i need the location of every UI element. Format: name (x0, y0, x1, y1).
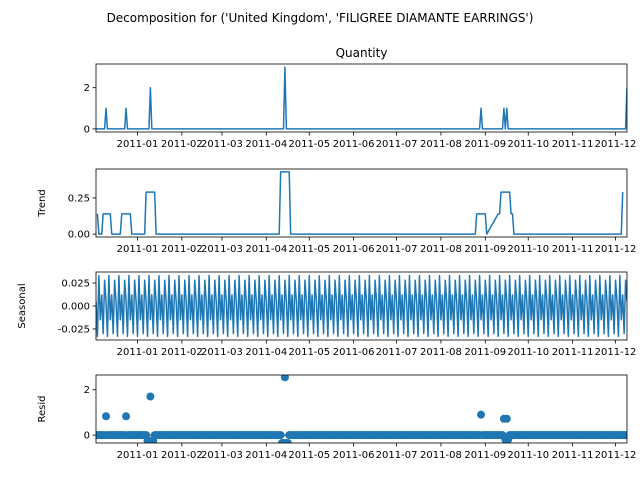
y-tick-label: 0.025 (61, 279, 90, 290)
x-tick-label: 2011-02 (161, 450, 203, 461)
x-tick-label: 2011-12 (595, 347, 637, 358)
x-tick-label: 2011-01 (117, 450, 159, 461)
resid-point (283, 439, 292, 443)
x-tick-label: 2011-04 (245, 450, 287, 461)
x-tick-label: 2011-02 (161, 244, 203, 255)
resid-outlier-point (502, 414, 511, 423)
axes-frame (95, 374, 628, 444)
x-tick-label: 2011-11 (552, 450, 594, 461)
y-tick-label: 2 (84, 83, 90, 94)
x-tick-label: 2011-04 (245, 139, 287, 150)
axes-frame (95, 168, 628, 238)
resid-point (623, 431, 627, 440)
y-axis-label: Seasonal (17, 283, 28, 328)
x-tick-label: 2011-08 (420, 450, 462, 461)
x-tick-label: 2011-04 (245, 244, 287, 255)
x-tick-label: 2011-09 (464, 450, 506, 461)
y-axis-label: Resid (37, 396, 48, 423)
panel-title: Quantity (336, 46, 388, 60)
x-tick-label: 2011-04 (245, 347, 287, 358)
x-tick-label: 2011-07 (376, 244, 418, 255)
x-tick-label: 2011-01 (117, 244, 159, 255)
x-tick-label: 2011-07 (376, 347, 418, 358)
axes-frame (95, 63, 628, 133)
plot-area (96, 274, 627, 338)
x-tick-label: 2011-03 (201, 139, 243, 150)
x-tick-label: 2011-08 (420, 347, 462, 358)
x-tick-label: 2011-09 (464, 347, 506, 358)
series-line (96, 66, 627, 130)
x-tick-label: 2011-09 (464, 244, 506, 255)
x-tick-label: 2011-05 (288, 347, 330, 358)
x-tick-label: 2011-02 (161, 139, 203, 150)
plot-area (96, 171, 624, 235)
x-tick-label: 2011-06 (333, 139, 375, 150)
x-tick-label: 2011-10 (507, 347, 549, 358)
x-tick-label: 2011-06 (333, 347, 375, 358)
y-tick-label: 0.00 (68, 230, 90, 241)
figure-suptitle: Decomposition for ('United Kingdom', 'FI… (107, 11, 534, 25)
x-tick-label: 2011-03 (201, 244, 243, 255)
x-tick-label: 2011-10 (507, 450, 549, 461)
x-tick-label: 2011-08 (420, 139, 462, 150)
y-tick-label: 2 (84, 385, 90, 396)
y-tick-label: 0 (84, 124, 90, 135)
resid-point (276, 431, 285, 440)
x-tick-label: 2011-07 (376, 139, 418, 150)
x-tick-label: 2011-07 (376, 450, 418, 461)
y-tick-label: -0.025 (58, 324, 90, 335)
x-tick-label: 2011-03 (201, 347, 243, 358)
seasonal-line (96, 274, 627, 338)
resid-outlier-point (102, 412, 111, 421)
x-tick-label: 2011-11 (552, 244, 594, 255)
x-tick-label: 2011-06 (333, 450, 375, 461)
x-tick-label: 2011-03 (201, 450, 243, 461)
x-tick-label: 2011-05 (288, 244, 330, 255)
x-tick-label: 2011-02 (161, 347, 203, 358)
x-tick-label: 2011-05 (288, 450, 330, 461)
x-tick-label: 2011-10 (507, 244, 549, 255)
x-tick-label: 2011-12 (595, 450, 637, 461)
plot-area (96, 66, 627, 130)
x-tick-label: 2011-05 (288, 139, 330, 150)
y-tick-label: 0.25 (68, 193, 90, 204)
x-tick-label: 2011-12 (595, 244, 637, 255)
x-tick-label: 2011-11 (552, 347, 594, 358)
y-tick-label: 0.000 (61, 302, 90, 313)
x-tick-label: 2011-12 (595, 139, 637, 150)
x-tick-label: 2011-01 (117, 347, 159, 358)
x-tick-label: 2011-10 (507, 139, 549, 150)
x-tick-label: 2011-08 (420, 244, 462, 255)
series-line (96, 171, 624, 235)
y-tick-label: 0 (84, 431, 90, 442)
plot-area (96, 375, 627, 443)
resid-outlier-point (122, 412, 131, 421)
resid-outlier-point (280, 375, 289, 382)
x-tick-label: 2011-11 (552, 139, 594, 150)
x-tick-label: 2011-06 (333, 244, 375, 255)
resid-outlier-point (146, 392, 155, 401)
x-tick-label: 2011-09 (464, 139, 506, 150)
y-axis-label: Trend (37, 189, 48, 217)
resid-outlier-point (477, 410, 486, 419)
x-tick-label: 2011-01 (117, 139, 159, 150)
